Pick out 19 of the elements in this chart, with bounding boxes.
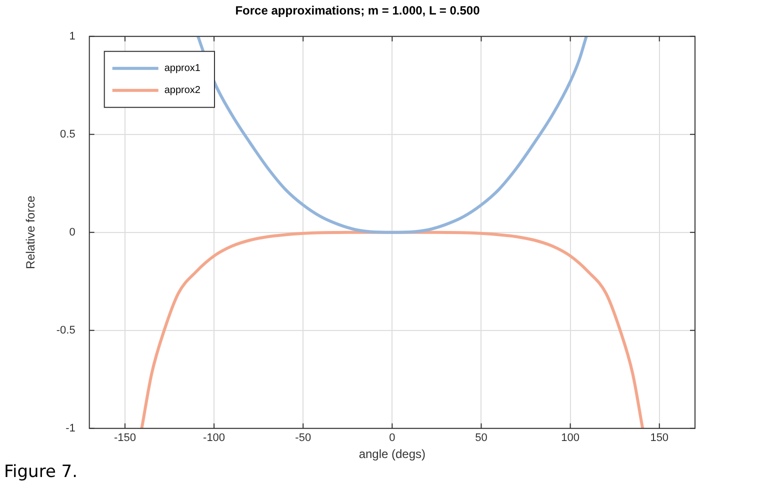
x-tick-label: -100 xyxy=(203,432,226,444)
legend-label: approx1 xyxy=(164,63,201,74)
legend-label: approx2 xyxy=(164,85,201,96)
y-tick-label: 1 xyxy=(69,30,76,42)
x-tick-label: -150 xyxy=(114,432,136,444)
chart-title: Force approximations; m = 1.000, L = 0.500 xyxy=(235,4,480,18)
x-tick-label: 100 xyxy=(561,432,580,444)
x-axis-title: angle (degs) xyxy=(358,447,426,462)
caption: Figure 7. xyxy=(4,462,78,482)
x-tick-label: 50 xyxy=(475,432,488,444)
y-tick-label: -0.5 xyxy=(56,324,76,336)
x-tick-label: 150 xyxy=(650,432,669,444)
x-tick-label: 0 xyxy=(389,432,396,444)
y-tick-label: -1 xyxy=(66,422,76,434)
y-tick-label: 0.5 xyxy=(60,128,76,140)
y-axis-title: Relative force xyxy=(24,195,38,270)
x-tick-label: -50 xyxy=(295,432,312,444)
y-tick-label: 0 xyxy=(69,226,76,238)
line-series xyxy=(140,230,644,428)
